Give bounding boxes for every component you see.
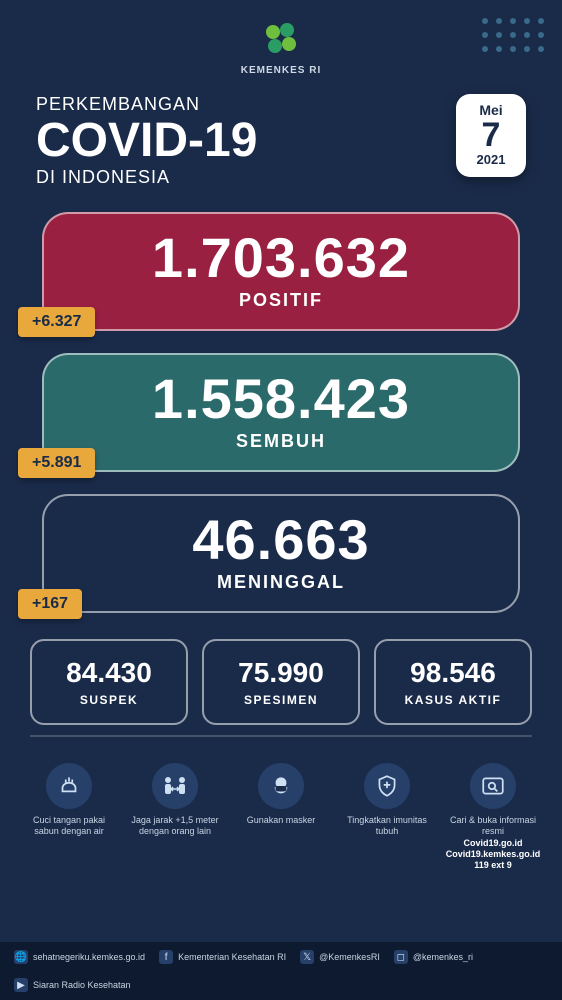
footer-twitter: 𝕏 @KemenkesRI xyxy=(300,950,380,964)
footer-twitter-text: @KemenkesRI xyxy=(319,952,380,962)
footer-facebook: f Kementerian Kesehatan RI xyxy=(159,950,286,964)
tip-immunity: Tingkatkan imunitas tubuh xyxy=(334,763,440,838)
stat-meninggal-value: 46.663 xyxy=(54,512,508,568)
card-spesimen: 75.990 SPESIMEN xyxy=(202,639,360,725)
stat-positif-value: 1.703.632 xyxy=(54,230,508,286)
instagram-icon: ◻ xyxy=(394,950,408,964)
health-tips: Cuci tangan pakai sabun dengan air Jaga … xyxy=(0,737,562,881)
header-subtitle: DI INDONESIA xyxy=(36,167,257,188)
card-suspek-value: 84.430 xyxy=(38,657,180,689)
stat-positif-label: POSITIF xyxy=(54,290,508,311)
card-suspek-label: SUSPEK xyxy=(38,693,180,707)
facebook-icon: f xyxy=(159,950,173,964)
footer-instagram-text: @kemenkes_ri xyxy=(413,952,473,962)
globe-icon: 🌐 xyxy=(14,950,28,964)
stat-positif: 1.703.632 POSITIF +6.327 xyxy=(42,212,520,331)
secondary-stats: 84.430 SUSPEK 75.990 SPESIMEN 98.546 KAS… xyxy=(0,635,562,725)
tip-info-caption: Cari & buka informasi resmi Covid19.go.i… xyxy=(444,815,542,871)
tip-immunity-caption: Tingkatkan imunitas tubuh xyxy=(338,815,436,838)
tip-info-link2: Covid19.kemkes.go.id xyxy=(446,849,541,859)
tip-distance-caption: Jaga jarak +1,5 meter dengan orang lain xyxy=(126,815,224,838)
card-spesimen-label: SPESIMEN xyxy=(210,693,352,707)
footer-website: 🌐 sehatnegeriku.kemkes.go.id xyxy=(14,950,145,964)
date-badge: Mei 7 2021 xyxy=(456,94,526,177)
date-year: 2021 xyxy=(466,152,516,167)
hands-wash-icon xyxy=(46,763,92,809)
brand-text: KEMENKES RI xyxy=(0,65,562,76)
card-kasus-aktif: 98.546 KASUS AKTIF xyxy=(374,639,532,725)
tip-info-link3: 119 ext 9 xyxy=(474,860,512,870)
decorative-dot-grid xyxy=(482,18,544,52)
stat-sembuh-label: SEMBUH xyxy=(54,431,508,452)
radio-icon: ▶ xyxy=(14,978,28,992)
date-day: 7 xyxy=(466,118,516,152)
stat-positif-delta: +6.327 xyxy=(18,307,95,337)
header-title: COVID-19 xyxy=(36,117,257,165)
tip-mask: Gunakan masker xyxy=(228,763,334,826)
stat-sembuh-value: 1.558.423 xyxy=(54,371,508,427)
immunity-icon xyxy=(364,763,410,809)
card-spesimen-value: 75.990 xyxy=(210,657,352,689)
stat-meninggal-label: MENINGGAL xyxy=(54,572,508,593)
footer-website-text: sehatnegeriku.kemkes.go.id xyxy=(33,952,145,962)
distance-icon xyxy=(152,763,198,809)
stat-meninggal: 46.663 MENINGGAL +167 xyxy=(42,494,520,613)
twitter-icon: 𝕏 xyxy=(300,950,314,964)
primary-stats: 1.703.632 POSITIF +6.327 1.558.423 SEMBU… xyxy=(0,198,562,613)
brand-logo: KEMENKES RI xyxy=(0,0,562,76)
tip-wash-hands: Cuci tangan pakai sabun dengan air xyxy=(16,763,122,838)
tip-wash-caption: Cuci tangan pakai sabun dengan air xyxy=(20,815,118,838)
footer-instagram: ◻ @kemenkes_ri xyxy=(394,950,473,964)
stat-meninggal-delta: +167 xyxy=(18,589,82,619)
header-overline: PERKEMBANGAN xyxy=(36,94,257,115)
footer-facebook-text: Kementerian Kesehatan RI xyxy=(178,952,286,962)
stat-sembuh: 1.558.423 SEMBUH +5.891 xyxy=(42,353,520,472)
footer: 🌐 sehatnegeriku.kemkes.go.id f Kementeri… xyxy=(0,942,562,1000)
card-kasus-aktif-label: KASUS AKTIF xyxy=(382,693,524,707)
card-kasus-aktif-value: 98.546 xyxy=(382,657,524,689)
mask-icon xyxy=(258,763,304,809)
tip-mask-caption: Gunakan masker xyxy=(232,815,330,826)
footer-radio: ▶ Siaran Radio Kesehatan xyxy=(14,978,131,992)
tip-info-link1: Covid19.go.id xyxy=(463,838,522,848)
stat-sembuh-delta: +5.891 xyxy=(18,448,95,478)
card-suspek: 84.430 SUSPEK xyxy=(30,639,188,725)
header: PERKEMBANGAN COVID-19 DI INDONESIA Mei 7… xyxy=(0,76,562,198)
tip-info-caption-text: Cari & buka informasi resmi xyxy=(450,815,536,836)
tip-distance: Jaga jarak +1,5 meter dengan orang lain xyxy=(122,763,228,838)
footer-radio-text: Siaran Radio Kesehatan xyxy=(33,980,131,990)
tip-info: Cari & buka informasi resmi Covid19.go.i… xyxy=(440,763,546,871)
info-search-icon xyxy=(470,763,516,809)
